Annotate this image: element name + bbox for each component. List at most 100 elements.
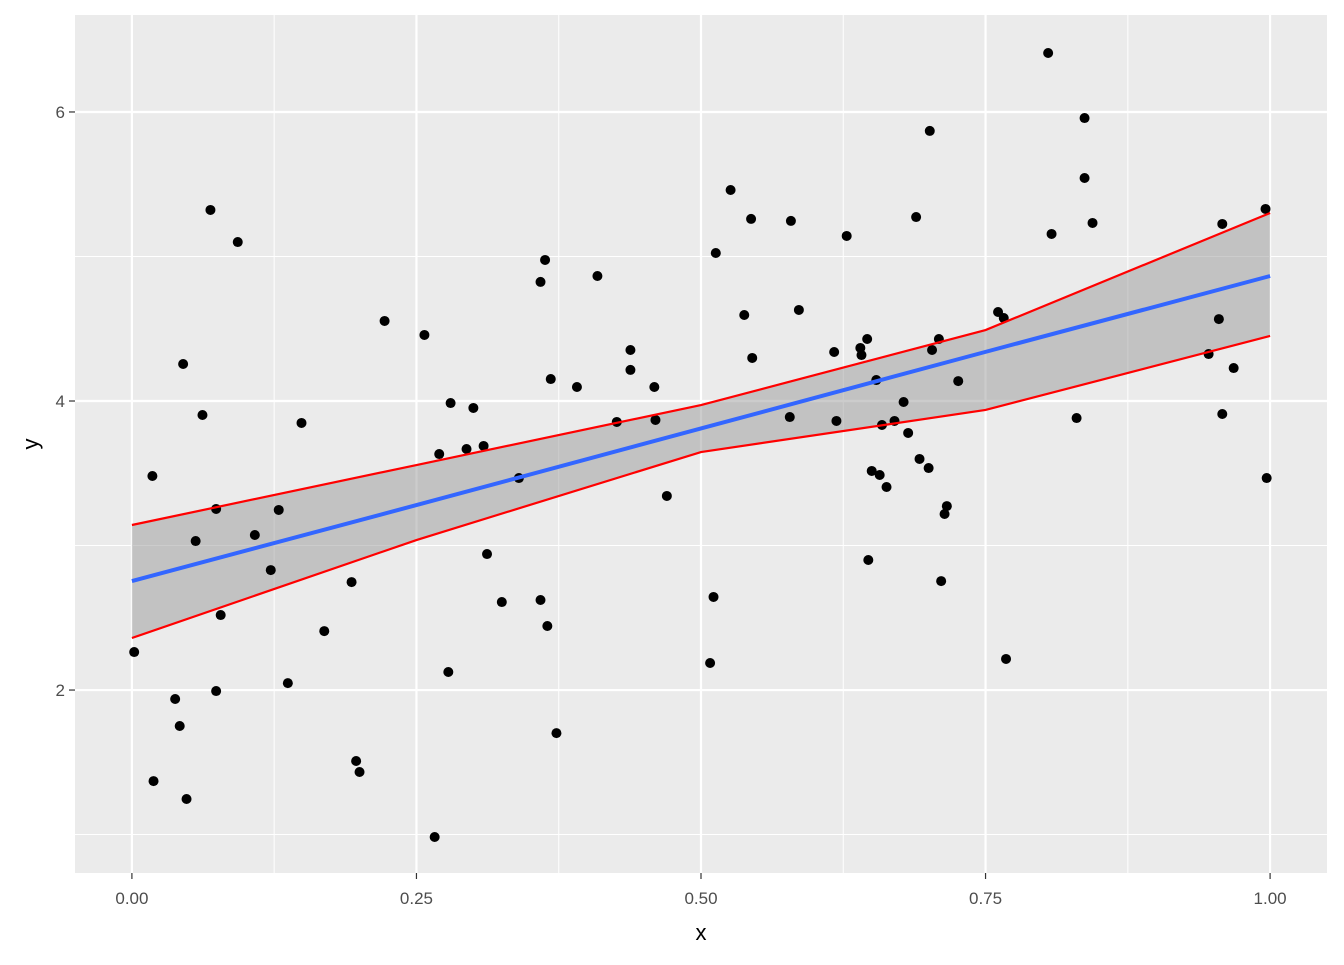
point — [1087, 217, 1098, 228]
point — [545, 374, 556, 385]
band-upper-line — [131, 211, 1271, 527]
point — [661, 490, 672, 501]
point — [592, 270, 603, 281]
point — [784, 412, 795, 423]
point — [148, 776, 159, 787]
point — [874, 469, 885, 480]
point — [939, 509, 950, 520]
point — [232, 237, 243, 248]
point — [881, 481, 892, 492]
point — [793, 304, 804, 315]
point — [354, 766, 365, 777]
point — [923, 463, 934, 474]
point — [1043, 48, 1054, 59]
point — [445, 398, 456, 409]
point — [862, 334, 873, 345]
layers — [129, 48, 1272, 843]
point — [273, 504, 284, 515]
point — [914, 453, 925, 464]
point — [829, 347, 840, 358]
point — [351, 755, 362, 766]
point — [625, 344, 636, 355]
point — [190, 536, 201, 547]
point — [941, 501, 952, 512]
point — [649, 381, 660, 392]
y-axis-title: y — [18, 439, 43, 450]
point — [927, 344, 938, 355]
point — [705, 658, 716, 669]
point — [924, 125, 935, 136]
point — [296, 417, 307, 428]
point — [496, 597, 507, 608]
point — [319, 626, 330, 637]
point — [1213, 314, 1224, 325]
point — [379, 315, 390, 326]
point — [434, 449, 445, 460]
point — [708, 591, 719, 602]
point — [1079, 113, 1090, 124]
y-tick-label: 4 — [56, 392, 65, 411]
point — [1046, 228, 1057, 239]
point — [535, 276, 546, 287]
point — [571, 381, 582, 392]
point — [181, 794, 192, 805]
point — [710, 248, 721, 259]
point — [1001, 653, 1012, 664]
point — [478, 440, 489, 451]
point — [211, 686, 222, 697]
point — [785, 215, 796, 226]
point — [1228, 363, 1239, 374]
point — [841, 230, 852, 241]
point — [856, 350, 867, 361]
point — [747, 352, 758, 363]
point — [346, 577, 357, 588]
point — [1260, 203, 1271, 214]
point — [898, 397, 909, 408]
point — [863, 554, 874, 565]
x-axis-title: x — [696, 920, 707, 945]
point — [249, 529, 260, 540]
point — [1071, 413, 1082, 424]
point — [482, 549, 493, 560]
point — [178, 359, 189, 370]
point — [911, 212, 922, 223]
point — [265, 565, 276, 576]
point — [1217, 218, 1228, 229]
y-tick-label: 2 — [56, 681, 65, 700]
point — [540, 254, 551, 265]
point — [936, 576, 947, 587]
x-tick-label: 0.75 — [969, 889, 1002, 908]
y-tick-label: 6 — [56, 103, 65, 122]
point — [953, 376, 964, 387]
x-tick-label: 0.25 — [400, 889, 433, 908]
point — [205, 204, 216, 215]
point — [535, 595, 546, 606]
band-lower-line — [131, 334, 1271, 640]
point — [170, 694, 181, 705]
point — [739, 310, 750, 321]
point — [443, 666, 454, 677]
point — [174, 721, 185, 732]
point — [1261, 473, 1272, 484]
point — [746, 213, 757, 224]
point — [625, 364, 636, 375]
point — [725, 185, 736, 196]
point — [542, 621, 553, 632]
point — [419, 329, 430, 340]
point — [215, 610, 226, 621]
point — [903, 427, 914, 438]
point — [468, 402, 479, 413]
point — [650, 414, 661, 425]
x-tick-label: 0.00 — [115, 889, 148, 908]
point — [866, 465, 877, 476]
point — [831, 415, 842, 426]
point — [551, 728, 562, 739]
point — [1217, 409, 1228, 420]
x-tick-label: 1.00 — [1254, 889, 1287, 908]
fit-line — [131, 274, 1271, 584]
point — [282, 678, 293, 689]
point — [197, 410, 208, 421]
point — [1079, 173, 1090, 184]
point — [429, 832, 440, 843]
